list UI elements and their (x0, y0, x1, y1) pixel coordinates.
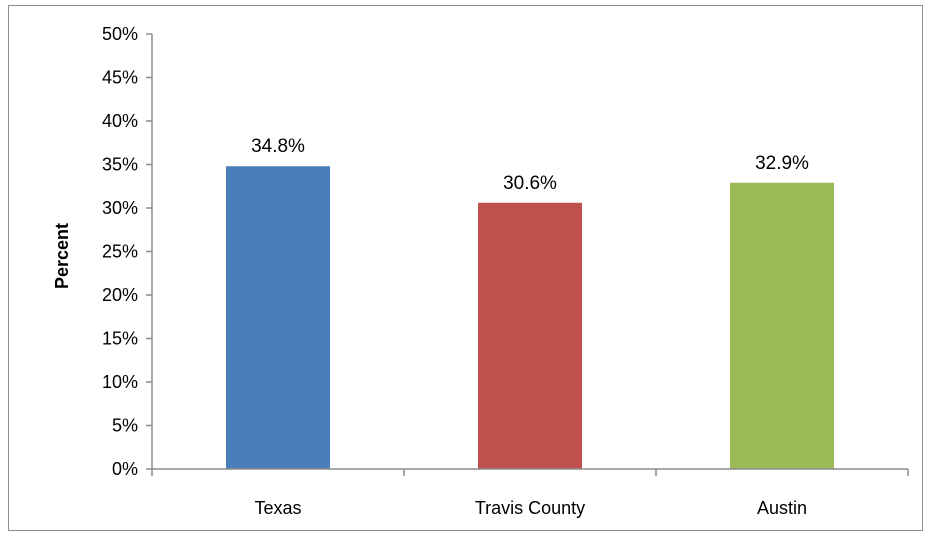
bar-texas (226, 166, 330, 470)
data-label: 34.8% (251, 136, 305, 157)
category-labels: Texas Travis County Austin (151, 469, 909, 518)
category-label: Travis County (475, 498, 585, 518)
y-tick-label: 40% (102, 111, 138, 131)
data-label: 30.6% (503, 173, 557, 194)
category-label: Austin (757, 498, 807, 518)
y-tick-label: 35% (102, 155, 138, 175)
bar-austin (730, 182, 834, 469)
data-label: 32.9% (755, 153, 809, 174)
y-axis-ticks: 0% 5% 10% 15% 20% 25% 30% 35% 40% 45% 50% (102, 24, 152, 479)
y-tick-label: 30% (102, 198, 138, 218)
y-tick-label: 20% (102, 285, 138, 305)
y-tick-label: 25% (102, 242, 138, 262)
y-tick-label: 45% (102, 68, 138, 88)
category-label: Texas (254, 498, 301, 518)
y-tick-label: 0% (112, 459, 138, 479)
y-axis-title: Percent (52, 223, 72, 289)
data-labels: 34.8% 30.6% 32.9% (251, 136, 809, 194)
y-tick-label: 50% (102, 24, 138, 44)
bar-travis-county (478, 202, 582, 469)
y-tick-label: 15% (102, 329, 138, 349)
y-tick-label: 5% (112, 416, 138, 436)
bars (226, 166, 834, 470)
y-tick-label: 10% (102, 372, 138, 392)
